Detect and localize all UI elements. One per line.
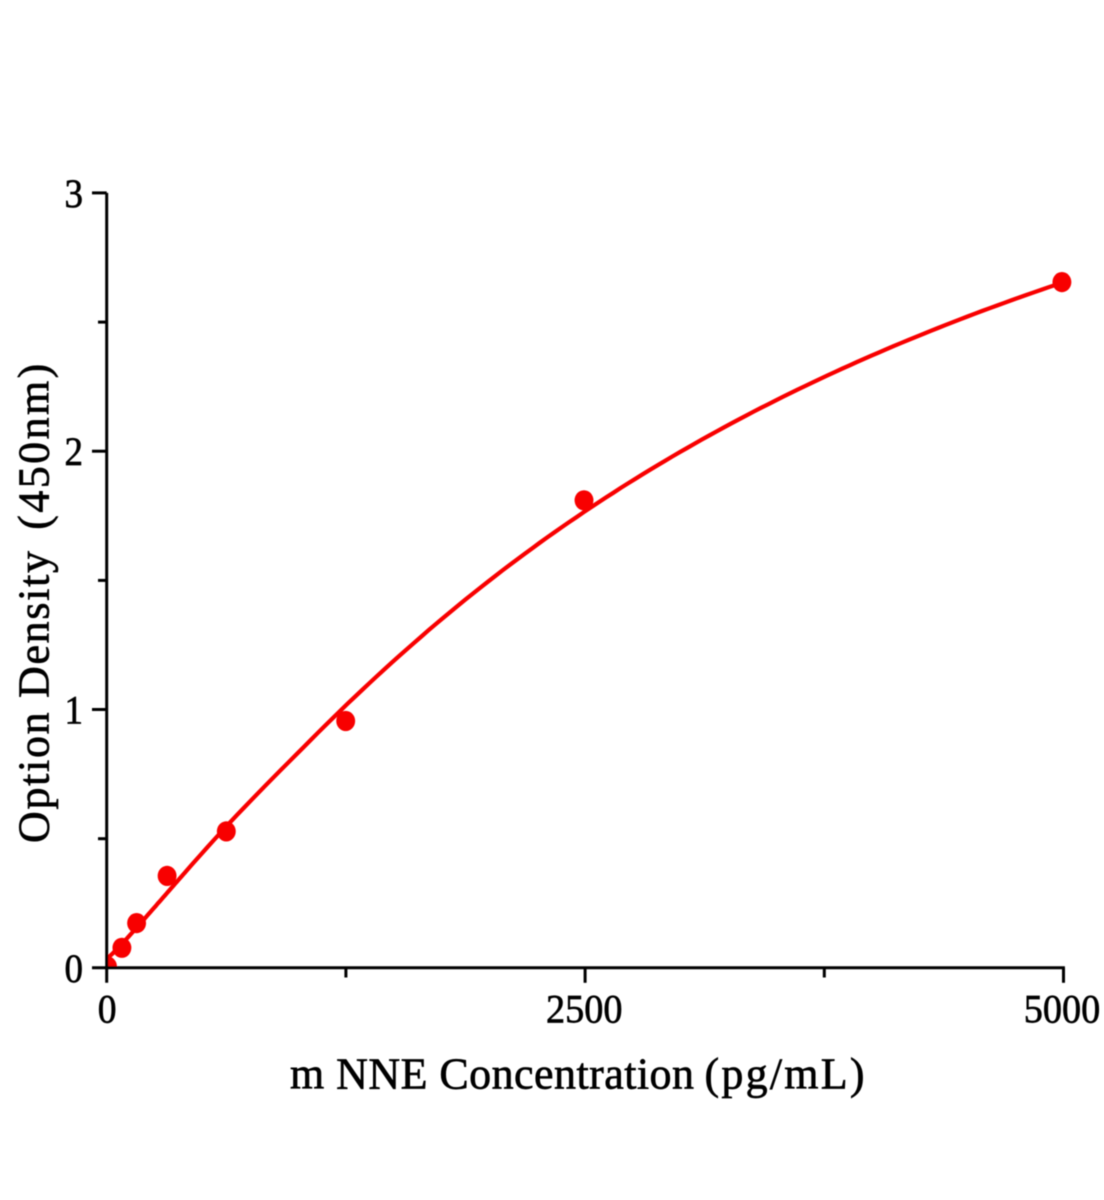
svg-text:5000: 5000 (1024, 987, 1101, 1032)
svg-text:2: 2 (65, 429, 84, 474)
svg-text:0: 0 (65, 946, 84, 991)
svg-text:(pg/mL): (pg/mL) (705, 1049, 865, 1098)
svg-text:m NNE Concentration: m NNE Concentration (290, 1049, 694, 1098)
svg-text:0: 0 (98, 987, 117, 1032)
svg-text:(450nm): (450nm) (10, 364, 59, 530)
svg-text:Option Density: Option Density (10, 551, 59, 843)
svg-text:2500: 2500 (546, 987, 623, 1032)
svg-text:1: 1 (65, 688, 84, 733)
svg-text:3: 3 (65, 171, 84, 216)
